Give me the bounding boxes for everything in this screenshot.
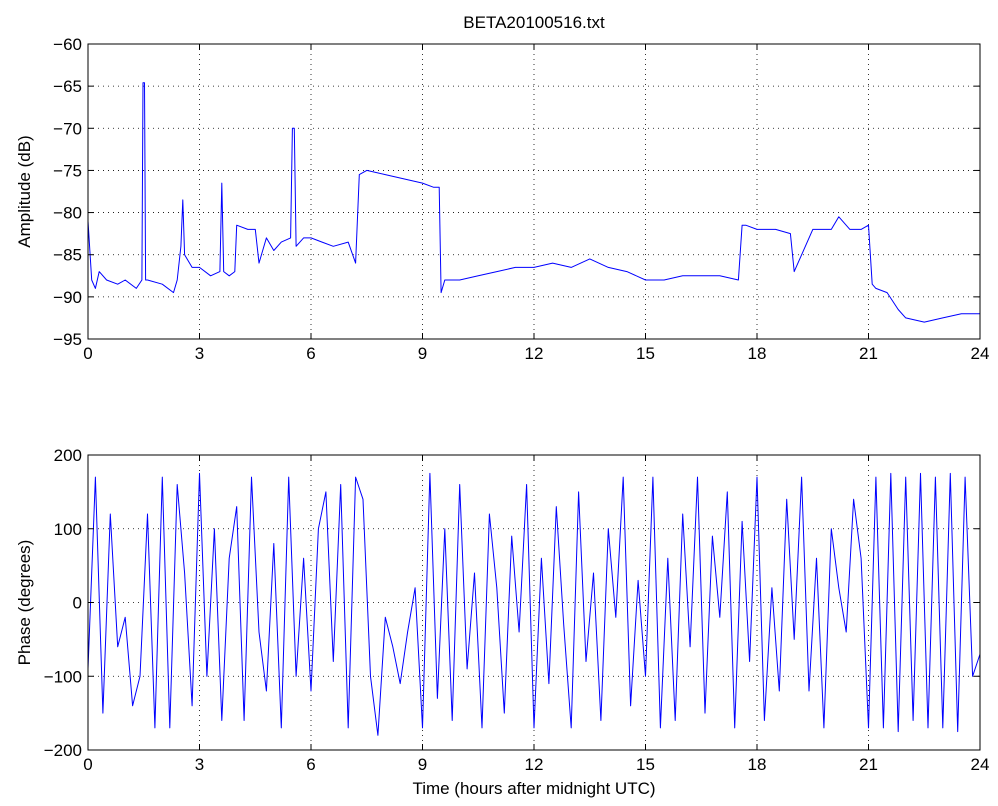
amplitude-series [87,82,980,323]
phase-y-tick-labels: −200 −100 0 100 200 [44,446,82,760]
amplitude-y-tick-label: −70 [53,119,82,138]
phase-x-tick-label: 6 [306,755,315,774]
amplitude-x-tick-label: 6 [306,344,315,363]
amplitude-y-tick-label: −65 [53,77,82,96]
amplitude-y-tick-label: −90 [53,288,82,307]
phase-x-tick-label: 21 [859,755,878,774]
phase-x-tick-labels: 0 3 6 9 12 15 18 21 24 [83,755,989,774]
amplitude-x-tick-labels: 0 3 6 9 12 15 18 21 24 [83,344,989,363]
phase-x-tick-label: 18 [748,755,767,774]
amplitude-x-tick-label: 0 [83,344,92,363]
amplitude-y-tick-label: −60 [53,35,82,54]
phase-x-tick-label: 15 [636,755,655,774]
phase-x-tick-label: 3 [195,755,204,774]
amplitude-x-tick-label: 24 [971,344,990,363]
amplitude-ticks [87,43,981,340]
phase-y-tick-label: 100 [54,520,82,539]
amplitude-grid [88,44,980,339]
amplitude-y-axis-title: Amplitude (dB) [15,135,34,247]
phase-ticks [87,454,981,751]
phase-x-tick-label: 0 [83,755,92,774]
amplitude-series-line [87,82,980,323]
phase-grid [88,455,980,750]
amplitude-panel: 0 3 6 9 12 15 18 21 24 −95−90−85−80−75−70−65−60 … [15,35,989,363]
figure-title: BETA20100516.txt [463,13,605,32]
phase-series [87,472,981,736]
phase-series-line [87,472,981,736]
amplitude-x-tick-label: 12 [525,344,544,363]
phase-y-tick-label: −200 [44,741,82,760]
amplitude-y-tick-label: −80 [53,204,82,223]
amplitude-y-tick-label: −95 [53,330,82,349]
phase-y-tick-label: −100 [44,667,82,686]
phase-x-tick-label: 24 [971,755,990,774]
phase-y-tick-label: 200 [54,446,82,465]
amplitude-x-tick-label: 21 [859,344,878,363]
phase-x-tick-label: 12 [525,755,544,774]
phase-panel: 0 3 6 9 12 15 18 21 24 −200 −100 0 100 200 Phase (de… [15,446,989,798]
phase-x-axis-title: Time (hours after midnight UTC) [412,779,655,798]
amplitude-y-tick-label: −85 [53,246,82,265]
phase-x-tick-label: 9 [418,755,427,774]
amplitude-x-tick-label: 18 [748,344,767,363]
amplitude-y-tick-labels: −95 −90 −85 −80 −75 −70 −65 −60 [53,35,82,349]
amplitude-y-tick-label: −75 [53,161,82,180]
amplitude-x-tick-label: 9 [418,344,427,363]
phase-y-axis-title: Phase (degrees) [15,540,34,666]
phase-y-tick-label: 0 [73,594,82,613]
amplitude-x-tick-label: 15 [636,344,655,363]
amplitude-x-tick-label: 3 [195,344,204,363]
